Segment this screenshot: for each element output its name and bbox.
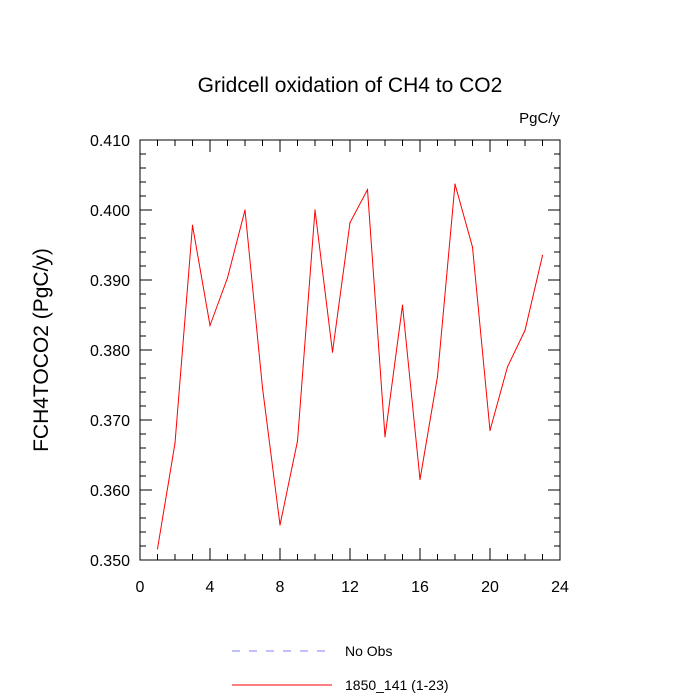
data-point [436,376,439,378]
data-point [541,254,544,257]
x-tick-label: 4 [206,579,215,596]
data-point [244,209,246,211]
data-point [489,429,491,432]
legend-label: No Obs [345,643,392,659]
data-point [384,436,386,438]
y-tick-label: 0.410 [90,133,130,150]
x-tick-label: 12 [341,579,359,596]
data-point [209,324,211,327]
data-point [156,548,159,550]
data-point [454,183,456,185]
data-point [191,224,194,226]
x-tick-label: 16 [411,579,429,596]
units-label: PgC/y [519,110,560,127]
tick-label-group: 0 4 8 12 16 20 24 0.350 0.360 0.370 0.380 0.390 0.40… [90,133,569,596]
legend-label: 1850_141 (1-23) [345,677,449,693]
data-point [261,387,264,389]
data-point [349,222,351,224]
y-tick-label: 0.390 [90,273,130,290]
chart-title: Gridcell oxidation of CH4 to CO2 [198,74,503,97]
x-tick-label: 0 [136,579,145,596]
data-point [471,246,474,248]
series-group [156,183,544,550]
series-line [157,183,543,549]
plot-frame [139,139,561,561]
data-point [226,277,229,279]
tick-group [139,139,561,561]
y-axis-label: FCH4TOCO2 (PgC/y) [30,248,53,452]
data-point [366,189,369,191]
data-point [296,440,299,442]
y-tick-label: 0.360 [90,483,130,500]
data-point [419,478,421,481]
y-tick-label: 0.370 [90,413,130,430]
x-tick-label: 20 [481,579,499,596]
data-point [279,524,281,526]
y-tick-label: 0.380 [90,343,130,360]
data-point [331,351,334,353]
legend: No Obs 1850_141 (1-23) [232,643,449,693]
x-tick-label: 8 [276,579,285,596]
data-point [524,329,526,331]
y-tick-label: 0.400 [90,203,130,220]
x-tick-label: 24 [551,579,569,596]
data-point [174,442,176,444]
data-point [506,366,509,368]
data-point [401,304,404,306]
data-point [314,209,316,211]
y-tick-label: 0.350 [90,553,130,570]
